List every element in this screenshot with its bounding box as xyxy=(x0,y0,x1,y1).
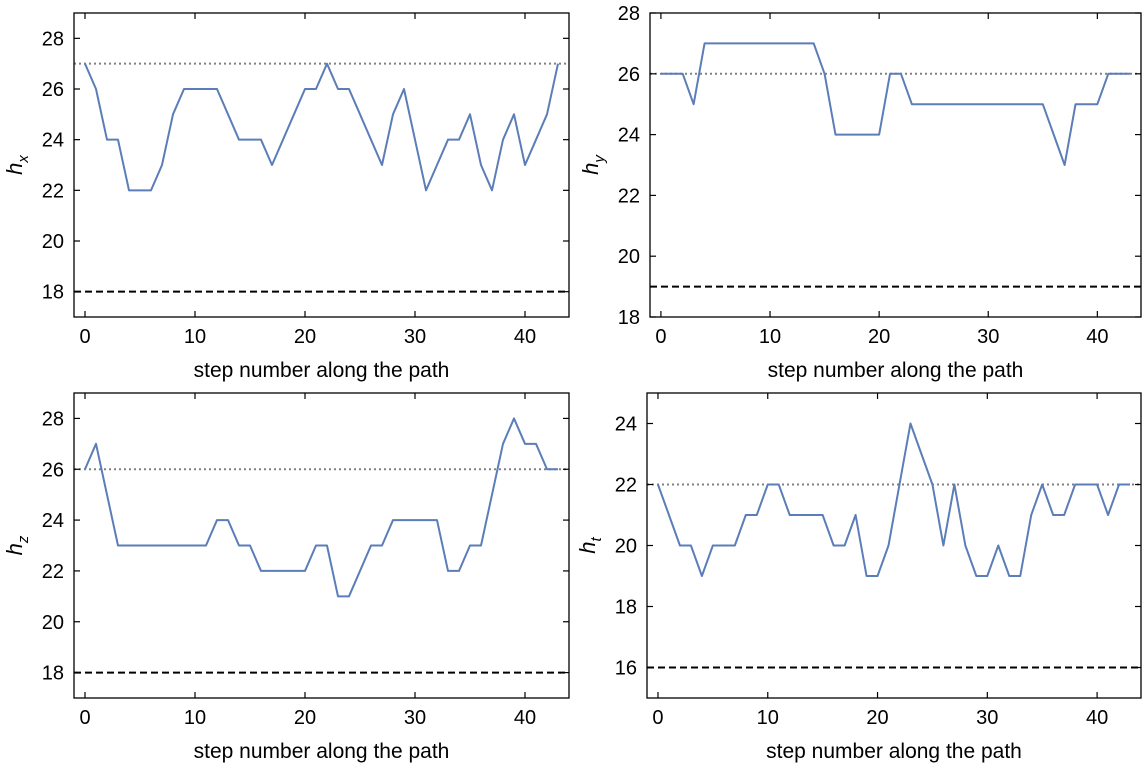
y-tick-label: 20 xyxy=(618,246,640,268)
series-line xyxy=(84,417,558,598)
x-tick-label: 10 xyxy=(184,707,206,729)
x-tick-label: 0 xyxy=(655,326,666,348)
x-tick-label: 10 xyxy=(757,707,779,729)
y-tick-label: 20 xyxy=(615,536,637,558)
x-tick-label: 40 xyxy=(1086,707,1108,729)
plot-frame xyxy=(73,12,570,318)
series-line xyxy=(660,42,1131,166)
series-line xyxy=(657,422,1131,577)
x-tick-label: 0 xyxy=(652,707,663,729)
y-axis-label-subscript: t xyxy=(588,536,605,541)
y-tick-label: 20 xyxy=(42,231,64,253)
y-tick-label: 28 xyxy=(42,408,64,430)
x-tick-label: 40 xyxy=(514,707,536,729)
x-axis-label: step number along the path xyxy=(768,359,1024,382)
x-tick-label: 20 xyxy=(868,326,890,348)
x-tick-label: 20 xyxy=(294,326,316,348)
y-tick-label: 22 xyxy=(618,185,640,207)
y-axis-label-main: h xyxy=(2,163,27,175)
y-tick-label: 20 xyxy=(42,612,64,634)
chart-panel-4: 0 10 20 30 40 16 18 20 22 24 step number along the… xyxy=(575,392,1142,763)
plot-frame xyxy=(73,392,570,699)
y-tick-label: 18 xyxy=(618,307,640,329)
y-tick-label: 24 xyxy=(42,510,64,532)
y-tick-label: 24 xyxy=(618,125,640,147)
x-tick-label: 30 xyxy=(976,707,998,729)
x-tick-label: 20 xyxy=(866,707,888,729)
y-tick-label: 18 xyxy=(42,282,64,304)
x-tick-label: 30 xyxy=(977,326,999,348)
y-tick-label: 16 xyxy=(615,658,637,680)
y-tick-label: 18 xyxy=(42,663,64,685)
y-tick-label: 28 xyxy=(42,28,64,50)
plot-frame xyxy=(649,12,1142,318)
y-tick-label: 26 xyxy=(42,459,64,481)
chart-panel-3: 0 10 20 30 40 18 20 22 24 26 28 step number along t… xyxy=(2,392,570,763)
y-axis-label-main: h xyxy=(575,541,600,553)
y-tick-label: 28 xyxy=(618,3,640,25)
x-tick-label: 0 xyxy=(79,707,90,729)
chart-panel-2: 0 10 20 30 40 18 20 22 24 26 28 step number along t… xyxy=(578,3,1142,382)
x-tick-label: 10 xyxy=(184,326,206,348)
y-axis-label-subscript: x xyxy=(15,155,32,164)
x-tick-label: 30 xyxy=(404,326,426,348)
x-tick-label: 40 xyxy=(514,326,536,348)
x-tick-label: 10 xyxy=(759,326,781,348)
y-tick-label: 24 xyxy=(42,130,64,152)
x-axis-label: step number along the path xyxy=(194,359,450,382)
y-axis-label-main: h xyxy=(578,163,603,175)
y-axis-label-subscript: y xyxy=(591,154,608,164)
y-axis-label: hx xyxy=(2,155,32,175)
y-tick-label: 24 xyxy=(615,414,637,436)
y-tick-label: 26 xyxy=(42,79,64,101)
x-axis-label: step number along the path xyxy=(194,740,450,763)
x-tick-label: 30 xyxy=(404,707,426,729)
y-axis-label-subscript: z xyxy=(15,535,32,544)
y-axis-label: hz xyxy=(2,535,32,555)
y-axis-label: hy xyxy=(578,154,608,175)
y-tick-label: 22 xyxy=(615,475,637,497)
y-tick-label: 22 xyxy=(42,180,64,202)
y-tick-label: 22 xyxy=(42,561,64,583)
y-tick-label: 26 xyxy=(618,64,640,86)
x-tick-label: 0 xyxy=(79,326,90,348)
x-tick-label: 20 xyxy=(294,707,316,729)
y-axis-label-main: h xyxy=(2,543,27,555)
series-line xyxy=(84,62,559,192)
chart-panel-1: 0 10 20 30 40 18 20 22 24 26 28 step number along t… xyxy=(2,12,570,382)
y-axis-label: ht xyxy=(575,536,605,553)
x-axis-label: step number along the path xyxy=(766,740,1022,763)
x-tick-label: 40 xyxy=(1086,326,1108,348)
y-tick-label: 18 xyxy=(615,597,637,619)
